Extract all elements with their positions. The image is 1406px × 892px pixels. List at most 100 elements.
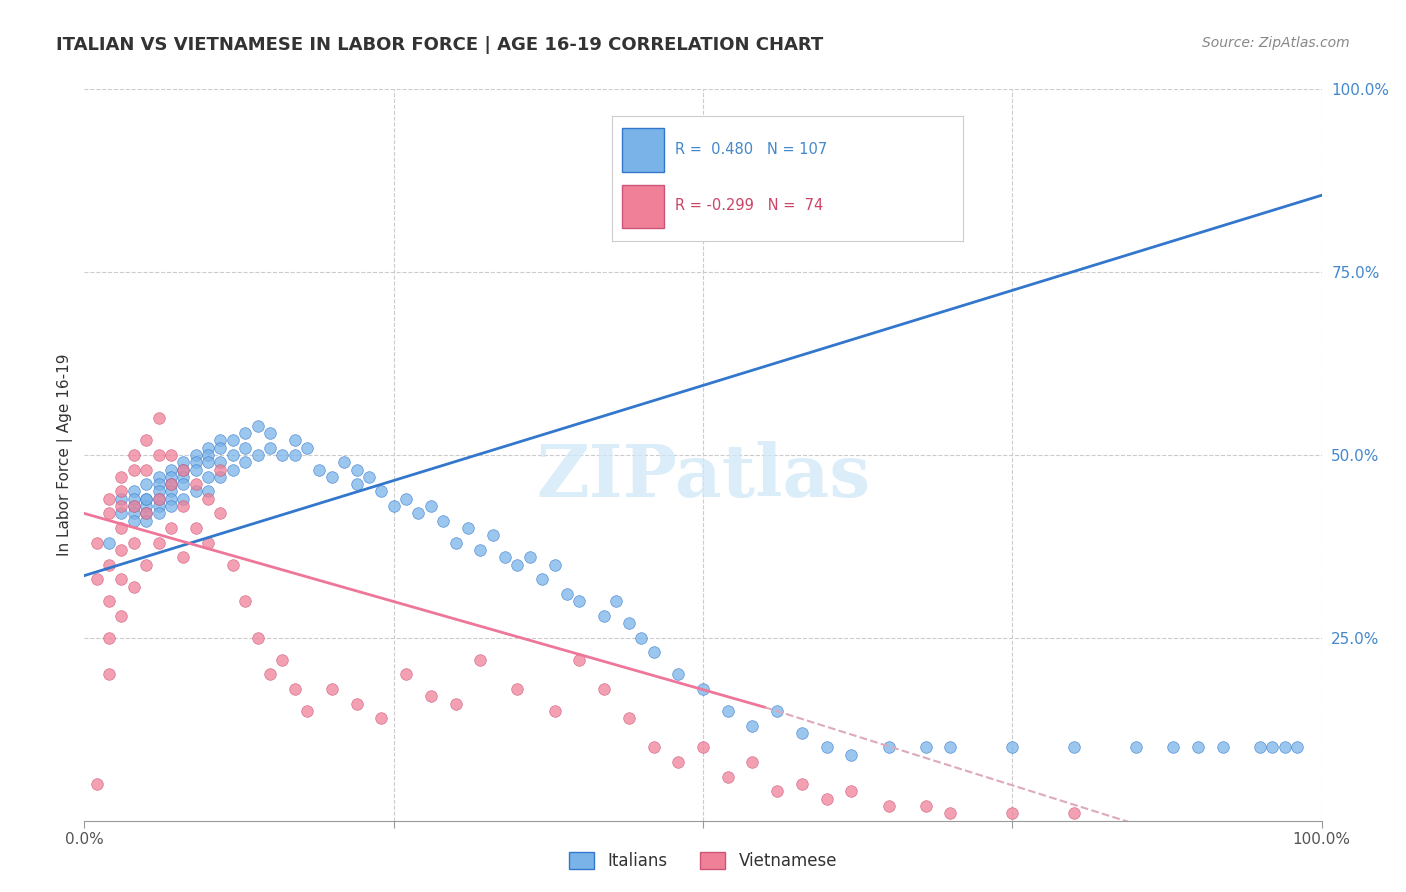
Point [717, 704, 740, 718]
Point [790, 726, 813, 740]
Point [370, 484, 392, 499]
Point [233, 594, 256, 608]
Point [110, 521, 132, 535]
Point [630, 631, 652, 645]
Point [1161, 740, 1184, 755]
Point [209, 434, 232, 448]
Point [209, 462, 232, 476]
Point [246, 631, 269, 645]
Point [122, 580, 145, 594]
Point [98, 507, 121, 521]
Point [643, 740, 665, 755]
Point [148, 499, 170, 513]
Point [246, 448, 269, 462]
Point [86, 535, 108, 549]
Point [457, 521, 479, 535]
Point [666, 755, 689, 769]
Point [98, 491, 121, 506]
Point [643, 645, 665, 659]
Point [741, 755, 763, 769]
Point [395, 491, 418, 506]
Point [308, 462, 330, 476]
Point [209, 470, 232, 484]
Point [98, 631, 121, 645]
Point [790, 777, 813, 791]
Point [122, 462, 145, 476]
Point [135, 499, 157, 513]
Point [233, 441, 256, 455]
Point [110, 543, 132, 558]
Point [197, 448, 219, 462]
Point [481, 528, 503, 542]
Point [271, 653, 294, 667]
Point [172, 499, 194, 513]
Point [122, 448, 145, 462]
Point [284, 434, 307, 448]
Point [494, 550, 516, 565]
Point [160, 484, 183, 499]
Point [160, 521, 183, 535]
Point [122, 491, 145, 506]
Point [122, 514, 145, 528]
Point [1001, 806, 1024, 821]
Point [666, 667, 689, 681]
Point [148, 411, 170, 425]
Point [1212, 740, 1234, 755]
Point [209, 507, 232, 521]
Point [815, 740, 838, 755]
Point [519, 550, 541, 565]
Text: ITALIAN VS VIETNAMESE IN LABOR FORCE | AGE 16-19 CORRELATION CHART: ITALIAN VS VIETNAMESE IN LABOR FORCE | A… [56, 36, 824, 54]
Point [122, 499, 145, 513]
Point [160, 470, 183, 484]
Point [148, 491, 170, 506]
Point [357, 470, 380, 484]
Y-axis label: In Labor Force | Age 16-19: In Labor Force | Age 16-19 [58, 353, 73, 557]
Point [160, 491, 183, 506]
Point [135, 491, 157, 506]
Point [593, 681, 616, 696]
Point [259, 441, 281, 455]
Point [98, 667, 121, 681]
Point [939, 740, 962, 755]
Point [148, 507, 170, 521]
Point [741, 718, 763, 732]
Point [172, 462, 194, 476]
Point [172, 491, 194, 506]
Point [877, 740, 900, 755]
Text: R = -0.299   N =  74: R = -0.299 N = 74 [675, 198, 823, 213]
Point [110, 507, 132, 521]
Point [333, 455, 356, 469]
Point [543, 704, 565, 718]
Point [222, 558, 245, 572]
Point [148, 484, 170, 499]
Point [209, 441, 232, 455]
Point [841, 784, 863, 798]
Point [692, 681, 714, 696]
Point [246, 418, 269, 433]
Point [110, 572, 132, 586]
Point [86, 777, 108, 791]
Point [1063, 740, 1085, 755]
Point [172, 462, 194, 476]
Point [593, 608, 616, 623]
Point [197, 455, 219, 469]
Text: Source: ZipAtlas.com: Source: ZipAtlas.com [1202, 36, 1350, 50]
Point [148, 470, 170, 484]
Point [543, 558, 565, 572]
Point [568, 594, 591, 608]
Point [692, 740, 714, 755]
Point [259, 425, 281, 440]
Point [172, 477, 194, 491]
Point [1274, 740, 1296, 755]
Point [841, 747, 863, 762]
Point [160, 499, 183, 513]
Point [98, 594, 121, 608]
Point [184, 521, 207, 535]
Point [555, 587, 578, 601]
Point [172, 470, 194, 484]
Point [444, 535, 467, 549]
Point [1125, 740, 1147, 755]
Point [284, 448, 307, 462]
Point [233, 425, 256, 440]
Point [184, 448, 207, 462]
